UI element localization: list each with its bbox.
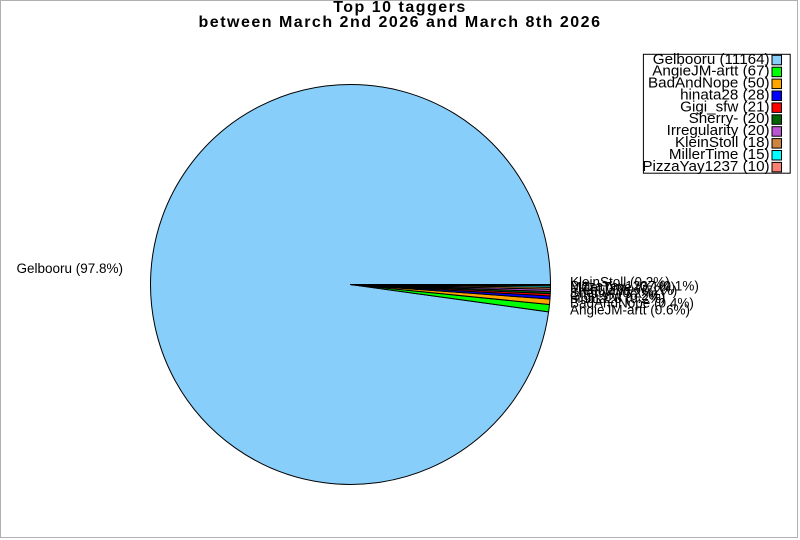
svg-text:KleinStoll (0.2%): KleinStoll (0.2%) bbox=[570, 275, 670, 290]
svg-text:PizzaYay1237 (10): PizzaYay1237 (10) bbox=[642, 158, 769, 175]
svg-text:Gelbooru (97.8%): Gelbooru (97.8%) bbox=[16, 261, 123, 276]
